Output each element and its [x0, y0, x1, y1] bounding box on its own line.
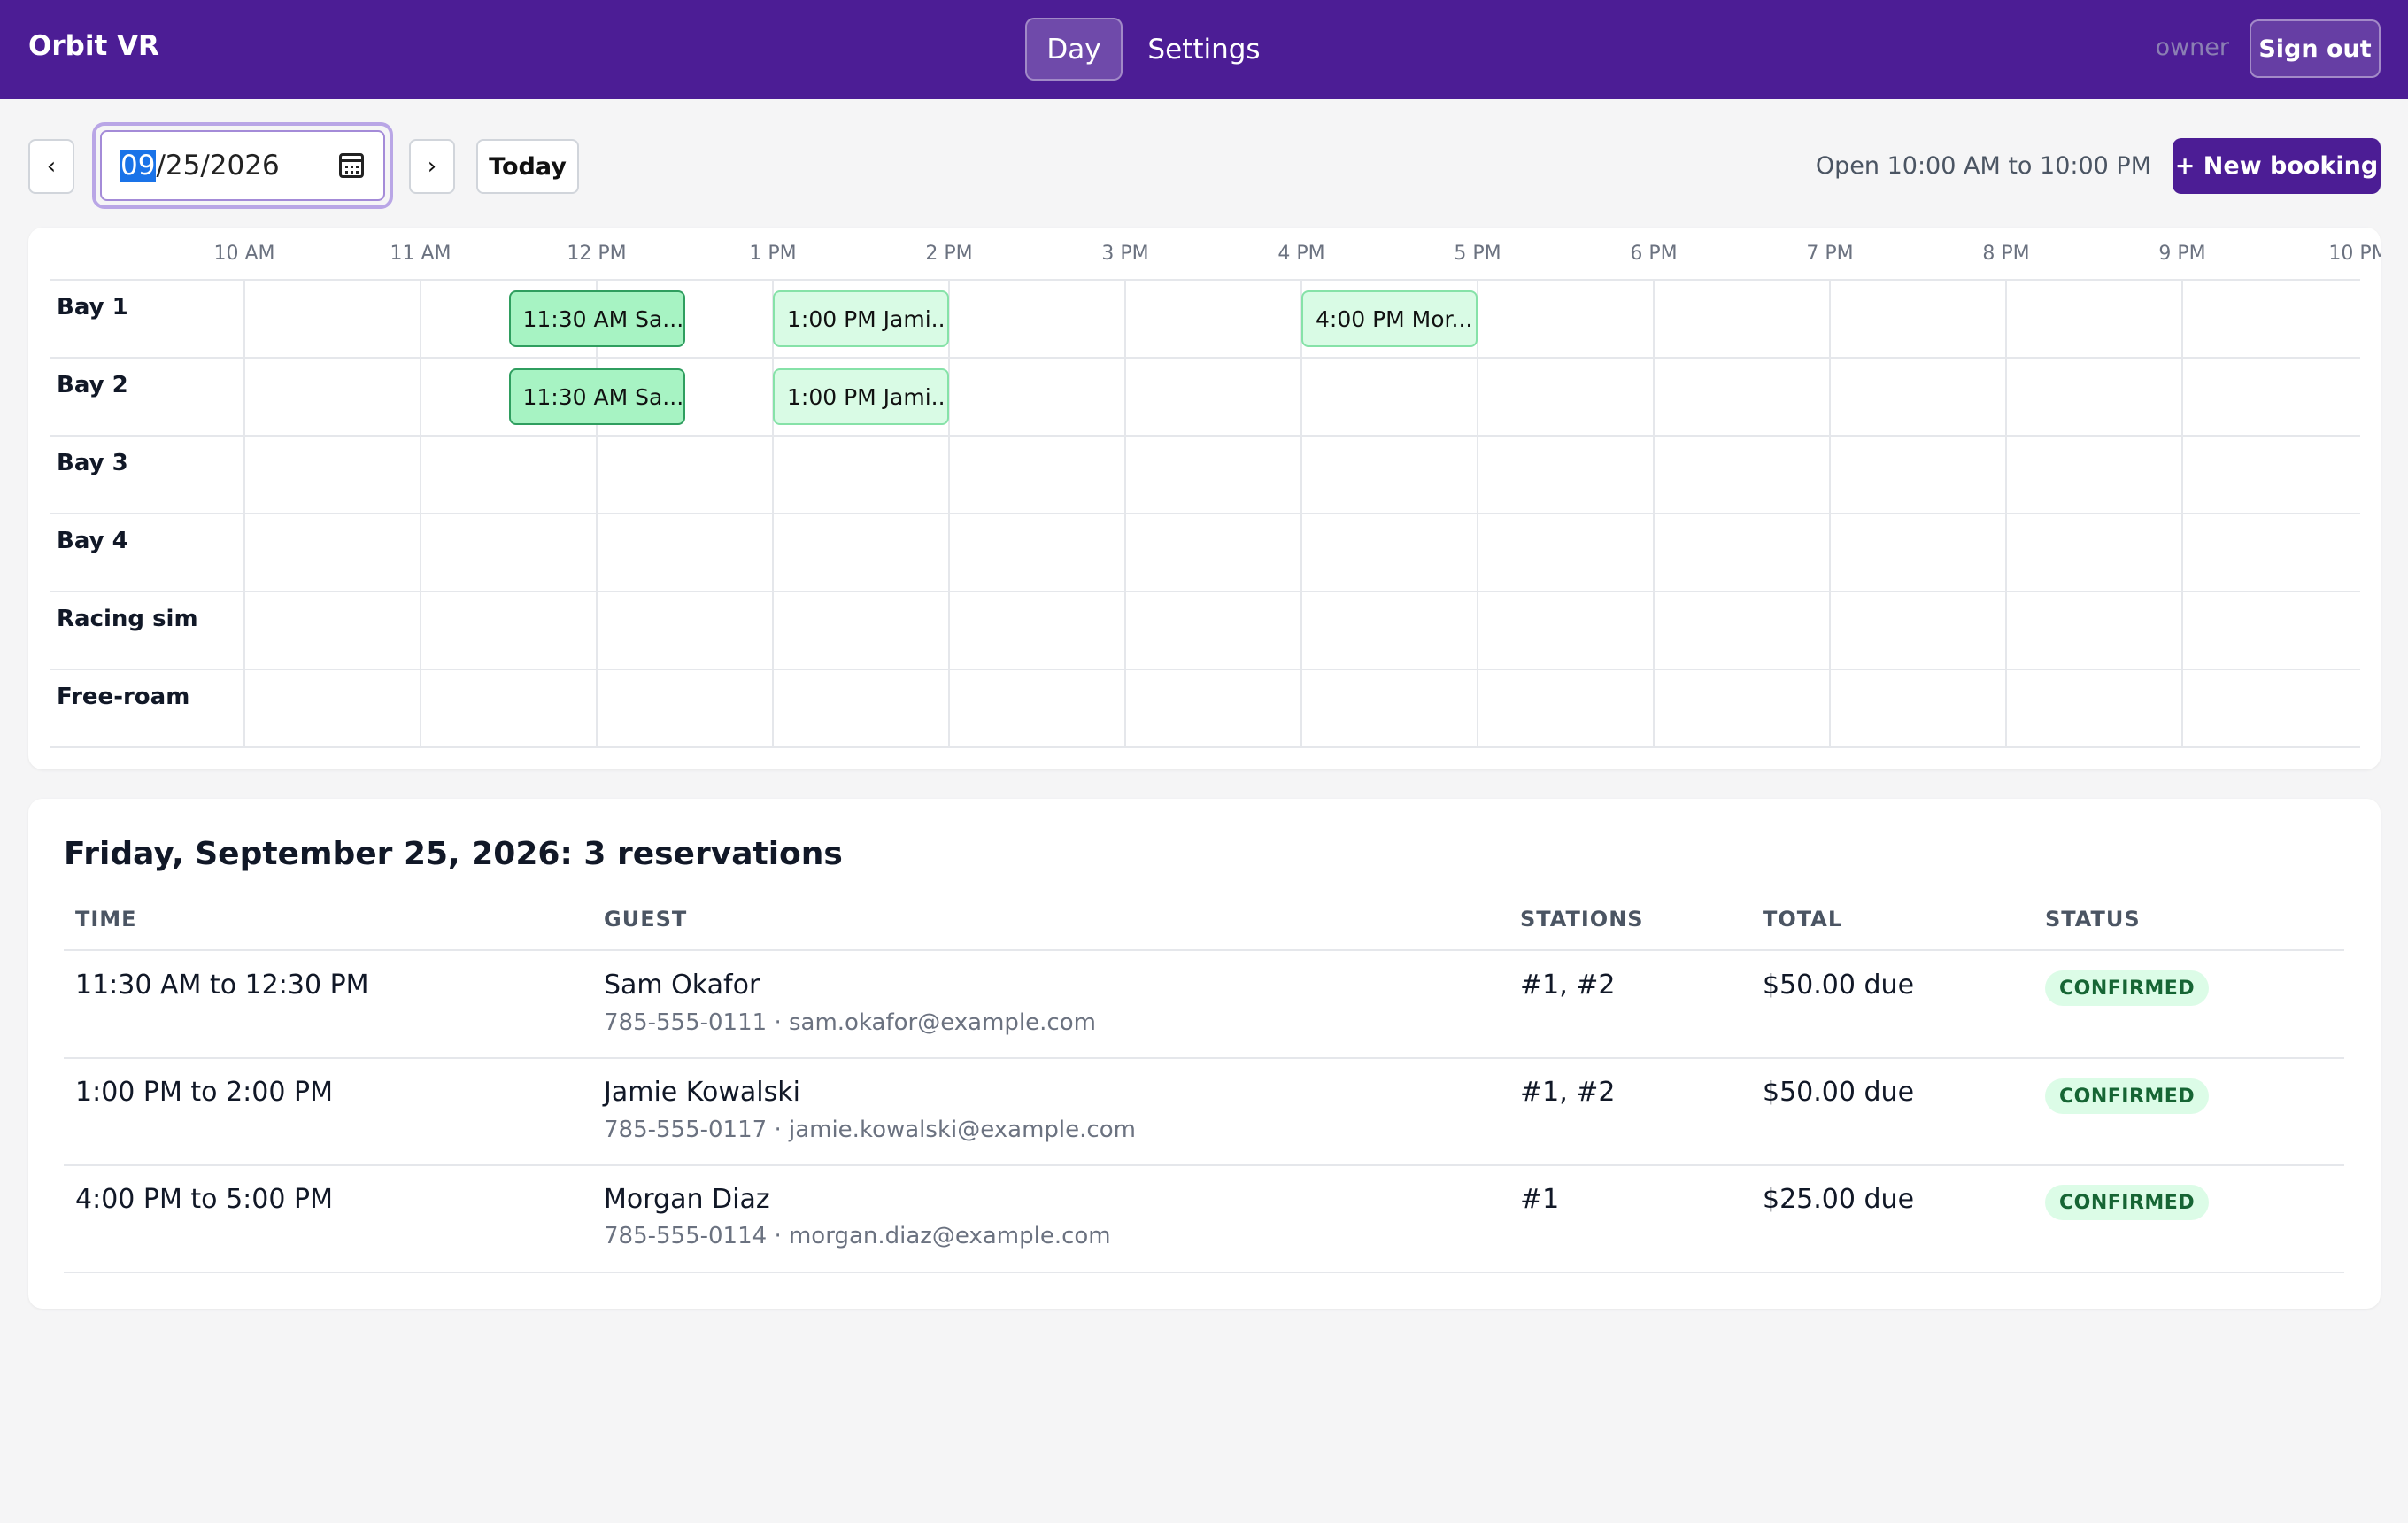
station-row-label: Bay 2	[57, 372, 128, 398]
row-divider	[64, 1164, 2344, 1166]
column-header-total: TOTAL	[1763, 907, 1843, 932]
next-day-button[interactable]: ›	[409, 139, 455, 194]
hour-tick-label: 6 PM	[1630, 243, 1678, 265]
row-grid-line	[50, 591, 2360, 592]
column-header-stations: STATIONS	[1520, 907, 1644, 932]
hour-tick-label: 3 PM	[1101, 243, 1149, 265]
hour-tick-label: 10 PM	[2328, 243, 2381, 265]
date-month-segment[interactable]: 09	[120, 150, 157, 182]
status-badge: CONFIRMED	[2045, 1185, 2210, 1220]
row-guest-contact: 785-555-0111 · sam.okafor@example.com	[604, 1009, 1096, 1036]
hour-tick-label: 4 PM	[1277, 243, 1325, 265]
sign-out-button[interactable]: Sign out	[2250, 19, 2381, 78]
row-guest-name[interactable]: Morgan Diaz	[604, 1184, 770, 1215]
column-header-status: STATUS	[2045, 907, 2141, 932]
row-grid-line	[50, 513, 2360, 514]
column-header-guest: GUEST	[604, 907, 688, 932]
row-guest-name[interactable]: Jamie Kowalski	[604, 1077, 800, 1108]
column-header-time: TIME	[75, 907, 137, 932]
row-total: $25.00 due	[1763, 1184, 1915, 1215]
row-guest-contact: 785-555-0117 · jamie.kowalski@example.co…	[604, 1117, 1136, 1143]
reservations-title: Friday, September 25, 2026: 3 reservatio…	[64, 836, 843, 872]
row-grid-line	[50, 435, 2360, 437]
header-divider	[64, 949, 2344, 951]
calendar-icon[interactable]	[339, 153, 364, 178]
date-picker-focus-ring: 09/25/2026	[92, 122, 393, 209]
hour-tick-label: 8 PM	[1982, 243, 2030, 265]
row-guest-contact: 785-555-0114 · morgan.diaz@example.com	[604, 1223, 1111, 1249]
status-badge: CONFIRMED	[2045, 970, 2210, 1006]
row-total: $50.00 due	[1763, 970, 1915, 1001]
row-time: 4:00 PM to 5:00 PM	[75, 1184, 333, 1215]
hour-tick-label: 12 PM	[567, 243, 627, 265]
hour-tick-label: 11 AM	[390, 243, 452, 265]
row-stations: #1, #2	[1520, 1077, 1616, 1108]
nav-tab-day[interactable]: Day	[1025, 18, 1123, 81]
today-button[interactable]: Today	[476, 139, 579, 194]
row-time: 11:30 AM to 12:30 PM	[75, 970, 369, 1001]
booking-block[interactable]: 11:30 AM Sa...	[508, 368, 685, 425]
row-grid-line	[50, 279, 2360, 281]
nav-tab-settings[interactable]: Settings	[1147, 33, 1261, 66]
date-input[interactable]: 09/25/2026	[100, 130, 385, 201]
row-divider	[64, 1057, 2344, 1059]
status-badge: CONFIRMED	[2045, 1078, 2210, 1114]
booking-block[interactable]: 1:00 PM Jami...	[773, 290, 949, 347]
hour-tick-label: 2 PM	[925, 243, 973, 265]
user-role: owner	[2155, 34, 2229, 61]
hour-tick-label: 5 PM	[1454, 243, 1501, 265]
previous-day-button[interactable]: ‹	[28, 139, 74, 194]
hour-tick-label: 9 PM	[2158, 243, 2206, 265]
row-grid-line	[50, 669, 2360, 670]
station-row-label: Racing sim	[57, 606, 198, 632]
row-time: 1:00 PM to 2:00 PM	[75, 1077, 333, 1108]
row-divider	[64, 1272, 2344, 1273]
date-rest-segment[interactable]: /25/2026	[156, 150, 280, 182]
brand-logo[interactable]: Orbit VR	[28, 30, 159, 62]
row-total: $50.00 due	[1763, 1077, 1915, 1108]
station-row-label: Bay 4	[57, 528, 128, 554]
station-row-label: Bay 3	[57, 450, 128, 476]
row-grid-line	[50, 746, 2360, 748]
booking-block[interactable]: 11:30 AM Sa...	[508, 290, 685, 347]
open-hours-text: Open 10:00 AM to 10:00 PM	[1815, 152, 2151, 180]
reservations-card: Friday, September 25, 2026: 3 reservatio…	[28, 799, 2381, 1309]
top-bar: Orbit VR Day Settings owner Sign out	[0, 0, 2408, 99]
hour-tick-label: 1 PM	[749, 243, 797, 265]
booking-block[interactable]: 1:00 PM Jami...	[773, 368, 949, 425]
row-grid-line	[50, 357, 2360, 359]
row-stations: #1	[1520, 1184, 1560, 1215]
new-booking-button[interactable]: + New booking	[2173, 138, 2381, 194]
hour-tick-label: 7 PM	[1806, 243, 1854, 265]
station-row-label: Bay 1	[57, 294, 128, 321]
row-stations: #1, #2	[1520, 970, 1616, 1001]
booking-block[interactable]: 4:00 PM Mor...	[1301, 290, 1478, 347]
row-guest-name[interactable]: Sam Okafor	[604, 970, 760, 1001]
hour-tick-label: 10 AM	[213, 243, 275, 265]
timeline-card: 10 AM 11 AM 12 PM 1 PM 2 PM 3 PM 4 PM 5 PM 6 PM 7…	[28, 228, 2381, 769]
station-row-label: Free-roam	[57, 684, 190, 710]
